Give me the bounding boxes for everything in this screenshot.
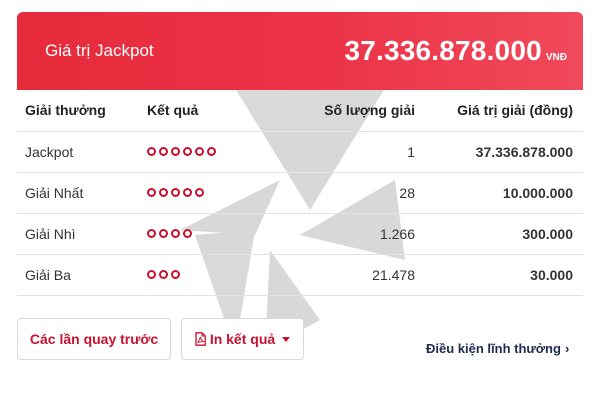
result-balls xyxy=(147,172,287,214)
prize-value: 30.000 xyxy=(415,254,583,296)
prize-value: 300.000 xyxy=(415,213,583,255)
ball-icon xyxy=(183,147,192,156)
prize-value: 37.336.878.000 xyxy=(415,131,583,173)
ball-group xyxy=(147,270,287,279)
ball-icon xyxy=(159,188,168,197)
ball-icon xyxy=(195,188,204,197)
ball-icon xyxy=(171,270,180,279)
ball-icon xyxy=(171,229,180,238)
prize-name: Giải Nhì xyxy=(17,213,147,255)
result-balls xyxy=(147,131,287,173)
prize-name: Giải Nhất xyxy=(17,172,147,214)
jackpot-amount: 37.336.878.000 xyxy=(344,35,542,66)
table-row: Giải Nhất 28 10.000.000 xyxy=(17,172,583,214)
table-row: Giải Nhì 1.266 300.000 xyxy=(17,213,583,255)
prize-value: 10.000.000 xyxy=(415,172,583,214)
ball-group xyxy=(147,229,287,238)
table-row: Jackpot 1 37.336.878.000 xyxy=(17,131,583,173)
ball-icon xyxy=(159,270,168,279)
table-row: Giải Ba 21.478 30.000 xyxy=(17,254,583,296)
prize-conditions-link[interactable]: Điều kiện lĩnh thưởng › xyxy=(426,341,569,356)
ball-icon xyxy=(147,229,156,238)
ball-icon xyxy=(207,147,216,156)
print-results-button[interactable]: In kết quả xyxy=(181,318,304,360)
ball-icon xyxy=(147,270,156,279)
jackpot-label: Giá trị Jackpot xyxy=(45,41,154,60)
caret-down-icon xyxy=(282,336,291,342)
jackpot-amount-group: 37.336.878.000 VNĐ xyxy=(344,35,567,67)
previous-draws-button[interactable]: Các lần quay trước xyxy=(17,318,171,360)
prize-count: 1.266 xyxy=(287,213,415,255)
table-header-row: Giải thưởng Kết quả Số lượng giải Giá tr… xyxy=(17,90,583,132)
header-value: Giá trị giải (đồng) xyxy=(415,90,583,132)
ball-icon xyxy=(171,188,180,197)
ball-group xyxy=(147,188,287,197)
ball-group xyxy=(147,147,287,156)
ball-icon xyxy=(195,147,204,156)
jackpot-currency: VNĐ xyxy=(545,52,567,63)
header-prize: Giải thưởng xyxy=(17,90,147,132)
chevron-right-icon: › xyxy=(564,341,570,356)
prize-table: Giải thưởng Kết quả Số lượng giải Giá tr… xyxy=(17,90,583,296)
ball-icon xyxy=(183,188,192,197)
ball-icon xyxy=(183,229,192,238)
result-balls xyxy=(147,213,287,255)
prize-name: Giải Ba xyxy=(17,254,147,296)
prize-count: 21.478 xyxy=(287,254,415,296)
jackpot-banner: Giá trị Jackpot 37.336.878.000 VNĐ xyxy=(17,12,583,90)
header-count: Số lượng giải xyxy=(287,90,415,132)
ball-icon xyxy=(171,147,180,156)
prize-count: 28 xyxy=(287,172,415,214)
prize-conditions-label: Điều kiện lĩnh thưởng xyxy=(426,341,561,356)
print-results-label: In kết quả xyxy=(209,331,276,347)
prize-count: 1 xyxy=(287,131,415,173)
ball-icon xyxy=(147,147,156,156)
ball-icon xyxy=(159,147,168,156)
ball-icon xyxy=(147,188,156,197)
pdf-icon xyxy=(195,332,206,346)
result-balls xyxy=(147,254,287,296)
header-result: Kết quả xyxy=(147,90,287,132)
ball-icon xyxy=(159,229,168,238)
prize-name: Jackpot xyxy=(17,131,147,173)
